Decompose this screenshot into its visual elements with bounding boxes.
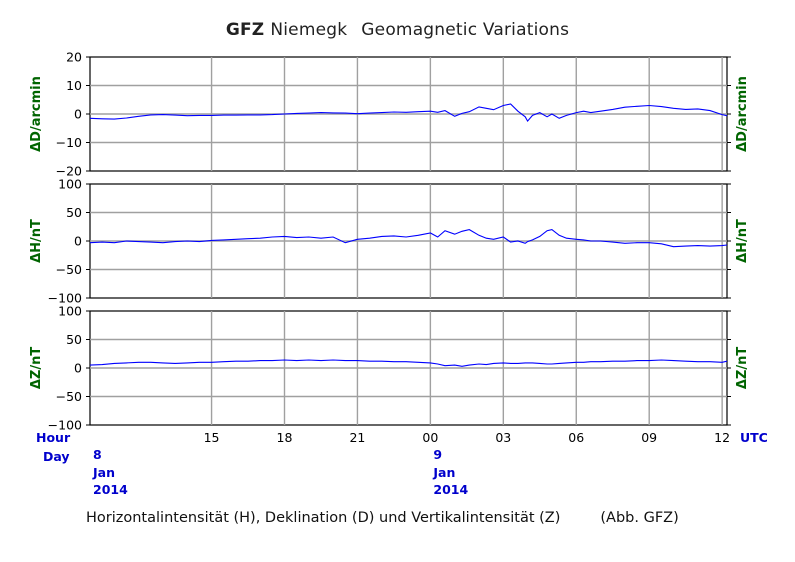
y-tick-label: 0 bbox=[74, 234, 82, 249]
year-label: 2014 bbox=[93, 482, 128, 497]
y-axis-label-left: ΔD/arcmin bbox=[29, 76, 44, 152]
title-brand: GFZ bbox=[225, 20, 265, 40]
day-row-label: Day bbox=[43, 449, 70, 464]
hour-tick-label: 18 bbox=[277, 430, 293, 445]
hour-tick-label: 00 bbox=[422, 430, 438, 445]
time-units-label: UTC bbox=[740, 430, 768, 445]
y-tick-label: −100 bbox=[48, 291, 82, 306]
y-tick-label: −50 bbox=[56, 389, 82, 404]
y-axis-label-right: ΔH/nT bbox=[735, 219, 750, 263]
month-label: Jan bbox=[92, 465, 115, 480]
y-tick-label: −10 bbox=[56, 135, 82, 150]
title-subtitle: Geomagnetic Variations bbox=[361, 20, 570, 40]
y-tick-label: 10 bbox=[66, 78, 82, 93]
hour-tick-label: 09 bbox=[641, 430, 657, 445]
y-tick-label: 50 bbox=[66, 332, 82, 347]
y-tick-label: −50 bbox=[56, 262, 82, 277]
year-label: 2014 bbox=[433, 482, 468, 497]
title-station: Niemegk bbox=[270, 20, 348, 40]
data-series-line bbox=[89, 359, 728, 367]
day-label: 9 bbox=[433, 447, 442, 462]
hour-tick-label: 06 bbox=[568, 430, 584, 445]
hour-tick-label: 21 bbox=[349, 430, 365, 445]
month-label: Jan bbox=[432, 465, 455, 480]
figure-caption: Horizontalintensität (H), Deklination (D… bbox=[86, 510, 679, 526]
y-tick-label: 20 bbox=[66, 50, 82, 65]
caption-text: Horizontalintensität (H), Deklination (D… bbox=[86, 510, 561, 526]
y-axis-label-left: ΔH/nT bbox=[29, 219, 44, 263]
hour-tick-label: 03 bbox=[495, 430, 511, 445]
data-series-line bbox=[89, 103, 728, 123]
caption-credit: (Abb. GFZ) bbox=[600, 510, 679, 526]
hour-tick-label: 12 bbox=[714, 430, 730, 445]
y-tick-label: 0 bbox=[74, 107, 82, 122]
y-tick-label: 0 bbox=[74, 361, 82, 376]
y-tick-label: 100 bbox=[58, 304, 82, 319]
hour-tick-label: 15 bbox=[204, 430, 220, 445]
y-tick-label: 100 bbox=[58, 177, 82, 192]
hour-row-label: Hour bbox=[36, 430, 71, 445]
y-axis-label-left: ΔZ/nT bbox=[29, 347, 44, 389]
y-tick-label: 50 bbox=[66, 205, 82, 220]
chart-title: GFZ Niemegk Geomagnetic Variations bbox=[0, 20, 795, 40]
day-label: 8 bbox=[93, 447, 102, 462]
y-axis-label-right: ΔZ/nT bbox=[735, 347, 750, 389]
y-tick-label: −100 bbox=[48, 418, 82, 433]
y-axis-label-right: ΔD/arcmin bbox=[735, 76, 750, 152]
data-series-line bbox=[89, 229, 728, 248]
y-tick-label: −20 bbox=[56, 164, 82, 179]
